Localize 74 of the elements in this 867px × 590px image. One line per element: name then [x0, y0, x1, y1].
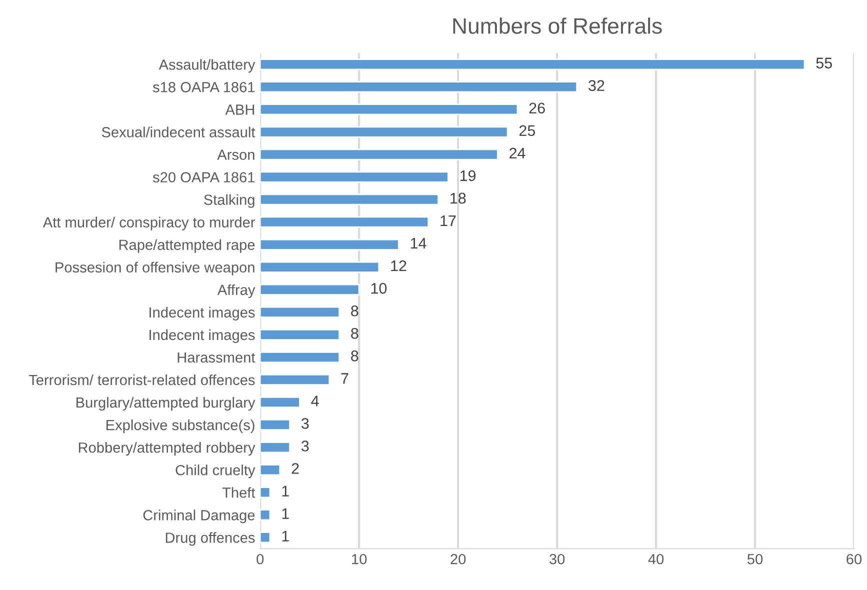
bar — [260, 532, 271, 544]
y-tick-label: Burglary/attempted burglary — [76, 396, 256, 411]
data-label: 26 — [529, 102, 545, 114]
y-tick-label: s18 OAPA 1861 — [152, 82, 255, 92]
y-tick-label: Rape/attempted rape — [119, 239, 255, 253]
bar — [260, 104, 518, 116]
y-tick-label: Robbery/attempted robbery — [78, 442, 256, 456]
data-label: 17 — [440, 215, 456, 226]
y-tick-label: Possesion of offensive weapon — [56, 262, 254, 276]
bar — [260, 351, 340, 363]
data-label: 1 — [282, 508, 289, 519]
y-tick-label: Criminal Damage — [143, 510, 255, 524]
x-tick-label: 20 — [450, 554, 466, 564]
y-tick-label: Affray — [217, 284, 256, 298]
y-tick-label: Child cruelty — [176, 464, 256, 478]
data-label: 8 — [351, 350, 358, 362]
data-label: 12 — [391, 260, 406, 272]
x-tick-label: 60 — [846, 554, 862, 564]
data-label: 32 — [588, 80, 604, 91]
bar — [260, 81, 578, 93]
bar — [260, 216, 430, 228]
data-label: 24 — [510, 148, 526, 158]
y-tick-label: Terrorism/ terrorist-related offences — [28, 374, 255, 386]
bar — [260, 306, 340, 318]
bar — [260, 396, 300, 408]
y-tick-label: Indecent images — [150, 306, 255, 320]
x-tick-label: 40 — [648, 554, 664, 564]
y-tick-label: Drug offences — [166, 532, 255, 546]
bar — [260, 58, 806, 70]
bar — [260, 442, 290, 454]
y-tick-label: s20 OAPA 1861 — [152, 172, 255, 182]
data-label: 14 — [410, 238, 426, 249]
x-tick-label: 50 — [747, 554, 763, 564]
bar — [260, 509, 271, 521]
y-tick-label: Theft — [222, 487, 256, 498]
bar — [260, 284, 360, 296]
bar — [260, 374, 330, 386]
data-label: 25 — [519, 125, 536, 136]
data-label: 2 — [292, 463, 299, 474]
data-label: 1 — [282, 530, 289, 542]
y-tick-label: Att murder/ conspiracy to murder — [42, 216, 256, 230]
bar — [260, 238, 400, 250]
data-label: 10 — [371, 282, 387, 294]
data-label: 8 — [351, 305, 358, 316]
chart-title: Numbers of Referrals — [453, 18, 662, 34]
bar — [260, 126, 508, 138]
y-tick-label: Explosive substance(s) — [106, 420, 254, 434]
data-label: 4 — [311, 396, 319, 406]
bar — [260, 486, 271, 498]
bar — [260, 171, 449, 183]
bar — [260, 419, 290, 431]
y-tick-label: Assault/battery — [158, 59, 256, 73]
data-label: 3 — [301, 440, 309, 452]
bar — [260, 261, 380, 273]
data-label: 19 — [460, 170, 476, 182]
x-tick-label: 30 — [549, 554, 565, 564]
bar — [260, 194, 439, 206]
data-label: 55 — [816, 58, 832, 68]
data-label: 8 — [351, 328, 358, 339]
y-tick-label: Indecent images — [150, 329, 255, 343]
bar — [260, 148, 498, 160]
x-tick-label: 10 — [352, 554, 367, 564]
y-tick-label: ABH — [225, 104, 254, 115]
y-tick-label: Sexual/indecent assault — [102, 126, 256, 138]
data-label: 1 — [282, 486, 289, 496]
data-label: 7 — [341, 373, 348, 384]
bar — [260, 464, 281, 476]
y-tick-label: Arson — [217, 150, 254, 160]
data-label: 3 — [301, 418, 309, 429]
bar — [260, 328, 340, 340]
data-label: 18 — [450, 192, 466, 204]
y-tick-label: Harassment — [178, 352, 256, 363]
x-tick-label: 0 — [256, 554, 264, 564]
y-tick-label: Stalking — [204, 194, 254, 208]
